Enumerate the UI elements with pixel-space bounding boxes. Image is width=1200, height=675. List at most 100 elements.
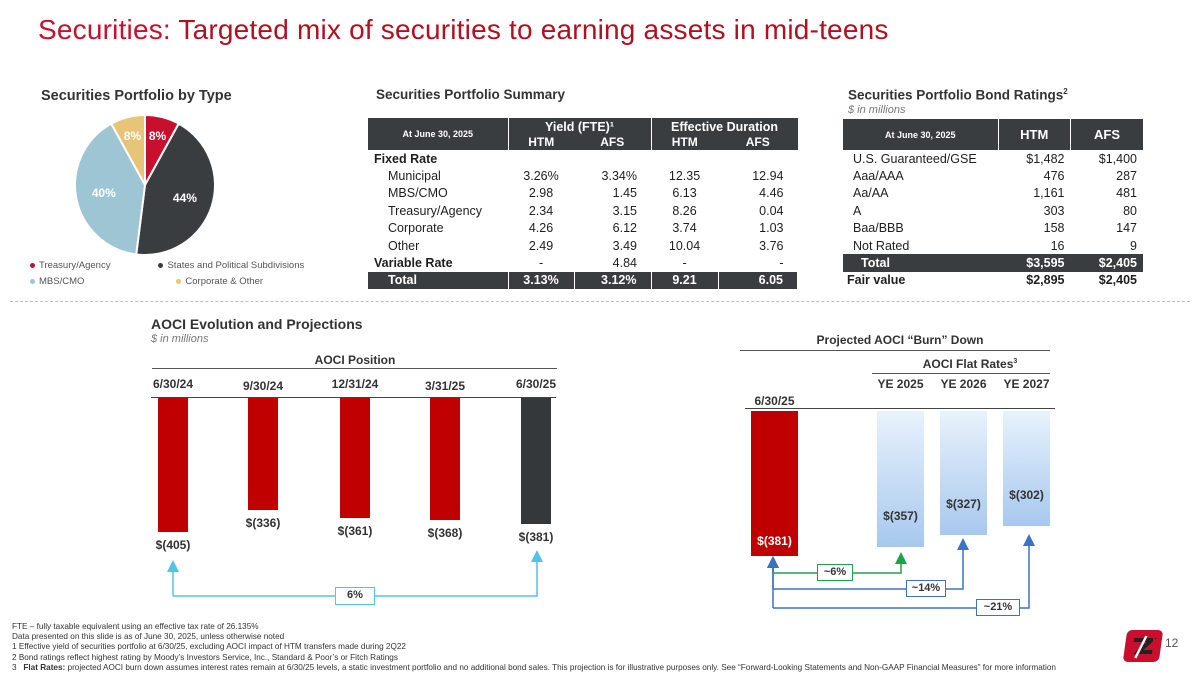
table-cell: 3.13% bbox=[508, 271, 575, 290]
table-cell: - bbox=[779, 256, 784, 271]
table-cell bbox=[718, 150, 797, 167]
row-label: Baa/BBB bbox=[853, 221, 904, 236]
section-divider bbox=[10, 301, 1190, 302]
row-label: Other bbox=[388, 238, 420, 253]
table-cell: 9.21 bbox=[651, 271, 719, 290]
table-cell: - bbox=[538, 256, 544, 271]
pie-slice-label: 44% bbox=[173, 191, 197, 205]
table-cell: 158 bbox=[1043, 221, 1065, 236]
bar-value-label: $(381) bbox=[757, 533, 792, 548]
table-cell: 303 bbox=[1043, 203, 1065, 218]
table-cell: 3.34% bbox=[601, 169, 637, 184]
bar bbox=[751, 411, 798, 556]
pie-slice-label: 8% bbox=[124, 129, 142, 143]
table-cell: 1,161 bbox=[1033, 186, 1065, 201]
ratings-corner: At June 30, 2025 bbox=[843, 119, 998, 150]
ratings-table-wrap: At June 30, 2025 HTM AFS U.S. Guaranteed… bbox=[843, 119, 1143, 289]
row-label: Not Rated bbox=[853, 238, 910, 253]
bar bbox=[340, 398, 370, 518]
table-cell: 2.98 bbox=[528, 186, 554, 201]
table-cell: 3.74 bbox=[672, 221, 697, 236]
row-label: Aa/AA bbox=[853, 186, 889, 201]
table-cell: 0.04 bbox=[759, 203, 784, 218]
summary-table: At June 30, 2025 Yield (FTE)¹ Effective … bbox=[368, 118, 799, 290]
burn-pill-21: ~21% bbox=[976, 599, 1020, 616]
bar bbox=[877, 411, 924, 547]
burn-title: Projected AOCI “Burn” Down bbox=[816, 333, 984, 347]
row-label: Total bbox=[368, 271, 509, 290]
table-cell: 12.94 bbox=[752, 169, 784, 184]
ratings-subheading: $ in millions bbox=[848, 104, 906, 116]
row-label: Treasury/Agency bbox=[388, 203, 483, 218]
total-row: Total $3,595 $2,405 bbox=[843, 254, 1143, 272]
row-label: Corporate bbox=[388, 221, 444, 236]
row-label: Fair value bbox=[847, 273, 906, 288]
table-cell: 80 bbox=[1123, 203, 1137, 218]
row-label: Total bbox=[861, 256, 890, 271]
bar-category-label: YE 2027 bbox=[1003, 377, 1050, 391]
table-cell: 1.03 bbox=[759, 221, 784, 236]
burn-pill-14: ~14% bbox=[906, 580, 946, 597]
title-accent: Securities: bbox=[38, 14, 171, 45]
table-cell: 3.49 bbox=[612, 238, 637, 253]
bar-value-label: $(361) bbox=[337, 523, 373, 538]
row-label: MBS/CMO bbox=[388, 186, 448, 201]
table-row: Variable Rate - 4.84 - - bbox=[368, 254, 798, 271]
table-cell bbox=[508, 150, 574, 167]
summary-corner: At June 30, 2025 bbox=[368, 118, 509, 150]
bar-category-label: 6/30/25 bbox=[754, 394, 795, 408]
burn-title-rule bbox=[740, 350, 1050, 351]
bar-value-label: $(336) bbox=[245, 515, 281, 530]
table-cell: 4.84 bbox=[612, 256, 637, 271]
bar bbox=[158, 398, 188, 533]
table-row: Total 3.13% 3.12% 9.21 6.05 bbox=[368, 271, 799, 290]
table-row: Baa/BBB 158 147 bbox=[843, 220, 1143, 237]
pie-heading: Securities Portfolio by Type bbox=[41, 88, 232, 104]
table-cell: 2.34 bbox=[528, 203, 554, 218]
table-cell: 3.12% bbox=[574, 271, 652, 290]
bar-category-label: YE 2026 bbox=[940, 377, 987, 391]
logo-mark-icon bbox=[1133, 635, 1157, 659]
bar-value-label: $(381) bbox=[518, 530, 554, 545]
aoci-position-rule bbox=[152, 368, 557, 369]
table-row: A 303 80 bbox=[843, 202, 1143, 219]
summary-table-wrap: At June 30, 2025 Yield (FTE)¹ Effective … bbox=[368, 118, 799, 290]
table-cell: $2,405 bbox=[1098, 256, 1137, 271]
aoci-axis bbox=[151, 397, 556, 398]
legend-item: Corporate & Other bbox=[176, 276, 263, 287]
aoci-position-title: AOCI Position bbox=[314, 353, 396, 367]
col-header: HTM bbox=[997, 119, 1071, 150]
col-header: HTM bbox=[508, 134, 575, 150]
logo-divider bbox=[1153, 632, 1155, 658]
table-cell: 3.15 bbox=[612, 203, 637, 218]
summary-group-yield: Yield (FTE)¹ bbox=[508, 118, 652, 134]
page-number: 12 bbox=[1165, 636, 1179, 650]
table-row: Corporate 4.26 6.12 3.74 1.03 bbox=[368, 220, 798, 237]
burn-axis bbox=[745, 408, 1055, 409]
legend-item: States and Political Subdivisions bbox=[158, 260, 304, 271]
row-label: A bbox=[853, 203, 862, 218]
table-cell: 3.76 bbox=[759, 238, 784, 253]
bar-value-label: $(327) bbox=[946, 497, 981, 512]
legend-swatch bbox=[30, 279, 35, 284]
table-cell: 481 bbox=[1116, 186, 1137, 201]
table-cell: $1,482 bbox=[1026, 151, 1065, 166]
bar-value-label: $(302) bbox=[1009, 487, 1044, 502]
table-cell: 8.26 bbox=[672, 203, 697, 218]
pie-slice bbox=[109, 113, 146, 186]
legend-swatch bbox=[158, 263, 164, 268]
table-cell bbox=[651, 150, 718, 167]
row-label: Municipal bbox=[388, 169, 441, 184]
table-cell: 6.12 bbox=[612, 221, 637, 236]
table-row: Municipal 3.26% 3.34% 12.35 12.94 bbox=[368, 167, 798, 184]
table-cell: 6.13 bbox=[672, 186, 697, 201]
legend-swatch bbox=[30, 263, 35, 268]
bar bbox=[521, 398, 551, 525]
col-header: AFS bbox=[718, 134, 798, 150]
table-row: Aa/AA 1,161 481 bbox=[843, 185, 1143, 202]
table-cell: 9 bbox=[1130, 238, 1137, 253]
bar bbox=[1003, 411, 1050, 526]
table-cell: 16 bbox=[1050, 238, 1065, 253]
bar bbox=[940, 411, 987, 536]
table-cell: 147 bbox=[1116, 221, 1137, 236]
